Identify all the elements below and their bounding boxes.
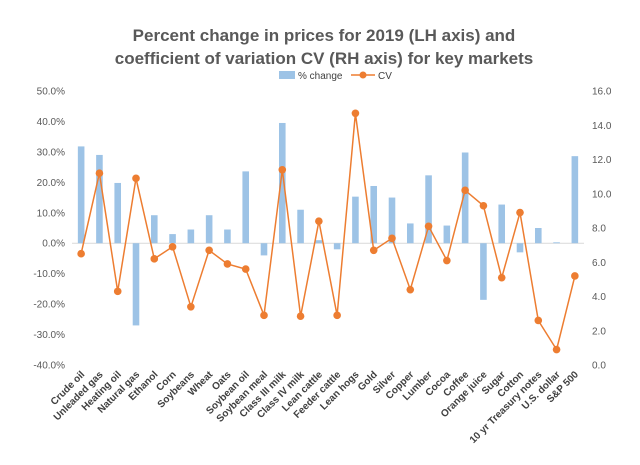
y-left-tick-label: -40.0% (33, 361, 65, 372)
cv-point (278, 165, 287, 174)
bar-gold (370, 185, 378, 244)
y-left-tick-label: 50.0% (37, 87, 65, 98)
legend-marker-cv (359, 71, 367, 79)
bar-copper (406, 223, 414, 244)
bar-lean-cattle (315, 240, 323, 244)
y-left-tick-label: 30.0% (37, 147, 65, 158)
line-series (77, 109, 579, 354)
y-right-tick-label: 6.0 (592, 258, 606, 269)
bar-oats (224, 229, 231, 244)
bar-crude-oil (77, 146, 85, 244)
chart-title-line-1: Percent change in prices for 2019 (LH ax… (133, 26, 516, 45)
bar-orange-juice (480, 243, 487, 300)
bar-soybean-meal (260, 243, 268, 256)
legend: % change CV (279, 71, 392, 82)
bar-heating-oil (114, 182, 122, 244)
cv-point (424, 222, 433, 231)
cv-line-path (80, 113, 576, 352)
y-left-tick-label: 20.0% (37, 178, 65, 189)
y-left-tick-label: 0.0% (42, 239, 65, 250)
bar-silver (388, 197, 396, 244)
y-right-tick-label: 16.0 (592, 87, 612, 98)
bar-10-yr-treasury-notes (534, 228, 542, 244)
bar-cocoa (443, 225, 451, 244)
cv-point (443, 256, 451, 265)
bar-wheat (205, 215, 213, 244)
bar-class-iii-milk (278, 122, 286, 244)
cv-point (571, 272, 579, 280)
y-left-tick-label: 40.0% (37, 117, 65, 128)
axes: -40.0% -30.0% -20.0% -10.0% 0.0% 10.0% 20.0% 30… (33, 87, 612, 372)
cv-point (260, 311, 268, 320)
y-left-tick-label: 10.0% (37, 208, 65, 219)
legend-swatch-percent-change (279, 71, 295, 79)
cv-point (95, 169, 104, 177)
y-right-tick-label: 14.0 (592, 121, 612, 132)
cv-point (534, 316, 543, 325)
cv-point (223, 260, 232, 268)
y-right-tick-label: 2.0 (592, 326, 606, 337)
bar-cotton (516, 243, 524, 253)
cv-point (241, 265, 250, 273)
cv-point (369, 246, 378, 255)
cv-point (150, 255, 159, 263)
y-left-tick-label: -10.0% (33, 269, 65, 280)
bar-soybean-oil (242, 171, 250, 244)
cv-point (333, 311, 341, 320)
bar-feeder-cattle (333, 243, 341, 250)
y-left-tick-label: -30.0% (33, 330, 65, 341)
y-right-tick-label: 8.0 (592, 224, 606, 235)
legend-label-percent-change: % change (298, 71, 343, 82)
y-right-tick-label: 10.0 (592, 189, 612, 200)
bar-s-p-500 (571, 156, 579, 244)
cv-point (77, 249, 85, 258)
chart-title-line-2: coefficient of variation CV (RH axis) fo… (115, 49, 534, 68)
cv-point (479, 201, 488, 210)
bar-lumber (425, 175, 432, 244)
cv-point (461, 186, 469, 195)
cv-point (132, 174, 140, 183)
legend-label-cv: CV (378, 71, 392, 82)
bar-u-s-dollar (553, 242, 560, 244)
bar-unleaded-gas (96, 154, 103, 244)
cv-point (388, 234, 396, 243)
y-right-tick-label: 0.0 (592, 361, 606, 372)
bar-natural-gas (132, 243, 140, 326)
y-right-tick-label: 12.0 (592, 155, 612, 166)
bar-soybeans (187, 229, 195, 244)
bar-lean-hogs (352, 196, 359, 244)
cv-point (351, 109, 360, 118)
cv-point (168, 243, 177, 251)
cv-point (296, 312, 305, 320)
cv-point (516, 208, 524, 217)
cv-point (497, 273, 506, 282)
bar-ethanol (150, 215, 158, 244)
bar-sugar (498, 204, 506, 244)
cv-point (205, 246, 213, 255)
cv-point (113, 287, 122, 296)
y-left-tick-label: -20.0% (33, 300, 65, 311)
bar-corn (169, 234, 176, 244)
bar-class-iv-milk (297, 209, 304, 244)
cv-point (187, 302, 195, 311)
y-right-tick-label: 4.0 (592, 292, 606, 303)
bar-series (77, 122, 579, 326)
cv-point (552, 345, 561, 354)
cv-point (315, 217, 323, 225)
bar-coffee (461, 152, 469, 244)
cv-point (406, 285, 415, 294)
